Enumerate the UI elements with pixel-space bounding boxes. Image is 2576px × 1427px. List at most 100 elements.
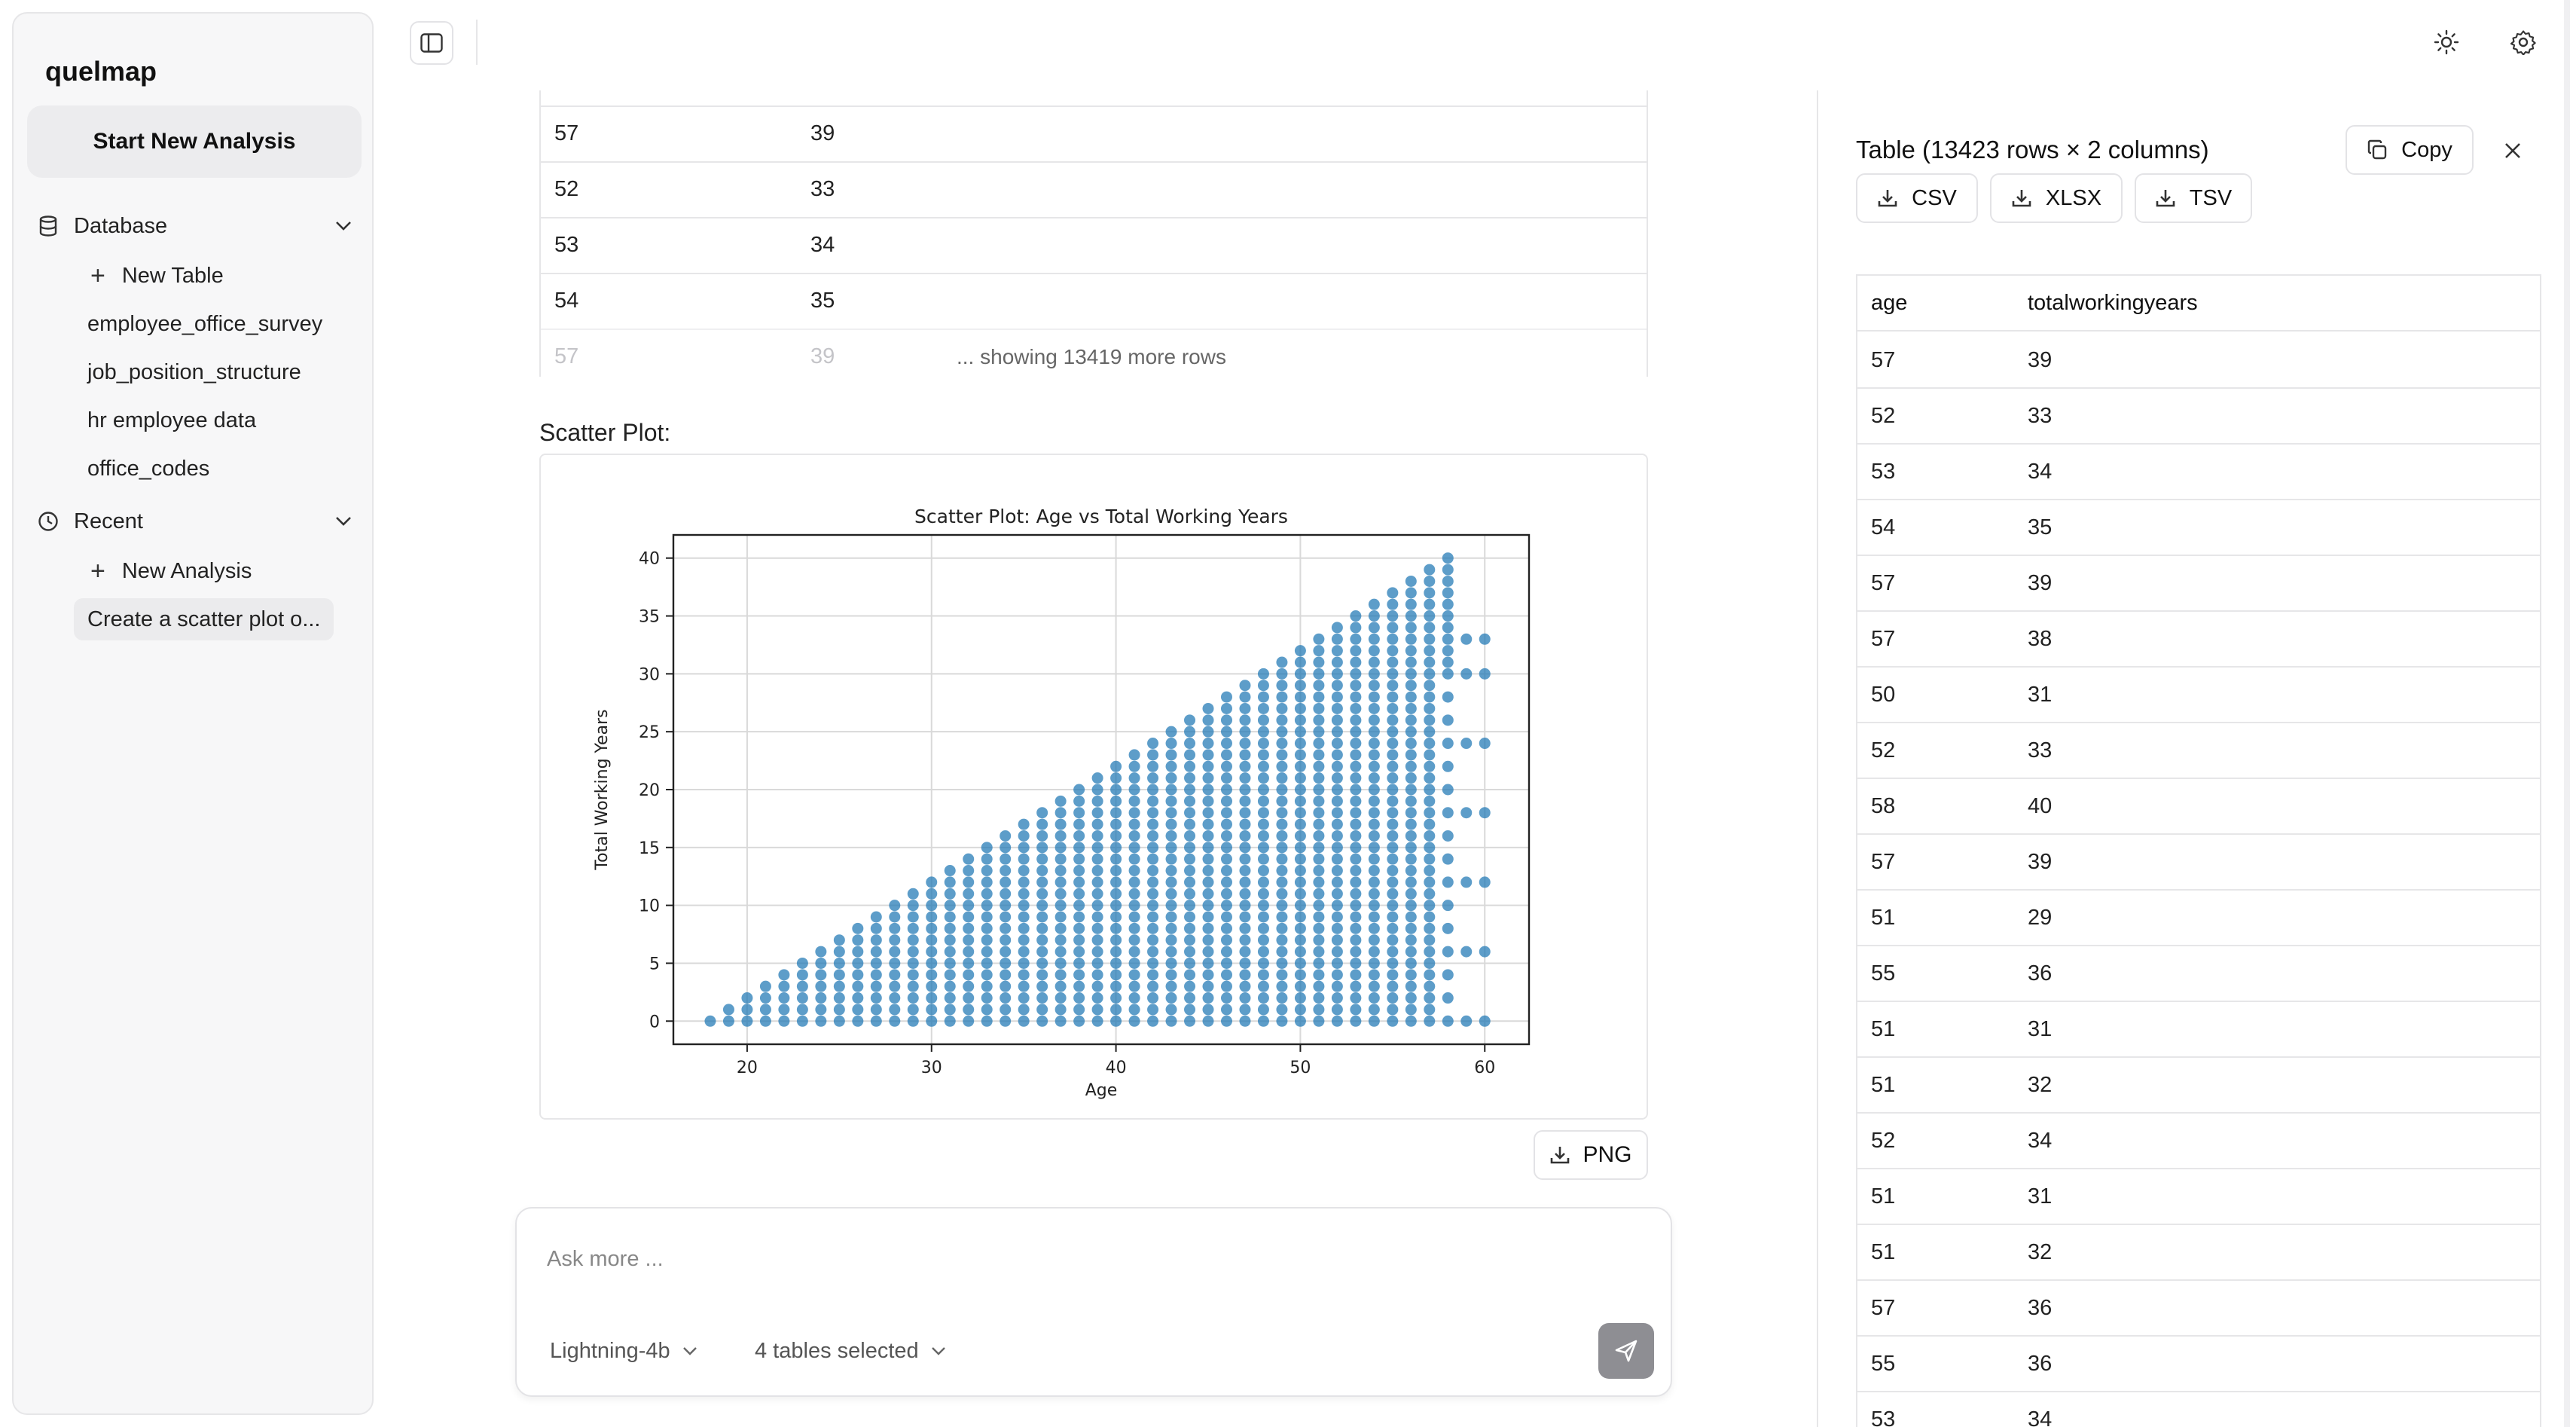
scatter-point [1055, 911, 1067, 923]
scatter-point [1424, 633, 1436, 645]
sidebar-item-table[interactable]: hr employee data [87, 408, 257, 432]
scatter-point [1313, 830, 1325, 842]
scatter-point [1387, 598, 1399, 610]
scatter-point [1147, 1015, 1159, 1027]
scatter-point [1165, 738, 1177, 750]
scatter-point [1350, 691, 1362, 703]
scatter-point [1036, 922, 1048, 934]
scatter-point [1331, 818, 1343, 830]
sidebar-toggle-button[interactable] [410, 21, 453, 65]
download-xlsx-button[interactable]: XLSX [1990, 173, 2123, 223]
tables-selector[interactable]: 4 tables selected [755, 1332, 946, 1370]
scatter-point [796, 992, 808, 1004]
scatter-point [1036, 992, 1048, 1004]
scatter-point [1350, 1015, 1362, 1027]
gear-icon[interactable] [2507, 26, 2540, 59]
scatter-point [1165, 726, 1177, 738]
scatter-point [1091, 922, 1103, 934]
scatter-point [1110, 784, 1122, 796]
download-png-button[interactable]: PNG [1534, 1130, 1648, 1180]
table-row: 55 36 [1857, 1337, 2540, 1392]
scatter-point [1147, 1004, 1159, 1016]
scatter-point [1128, 900, 1140, 912]
copy-button[interactable]: Copy [2346, 125, 2474, 175]
scatter-point [1460, 876, 1473, 888]
scatter-point [1000, 992, 1012, 1004]
scatter-point [1036, 957, 1048, 969]
column-header[interactable]: totalworkingyears [2028, 290, 2198, 315]
scatter-point [1239, 1004, 1251, 1016]
start-new-analysis-button[interactable]: Start New Analysis [27, 105, 362, 178]
scatter-point [1479, 807, 1491, 819]
scatter-point [870, 957, 882, 969]
scatter-point [1368, 934, 1380, 946]
scatter-point [1387, 818, 1399, 830]
scatter-point [1405, 784, 1417, 796]
close-panel-button[interactable] [2495, 133, 2531, 169]
scatter-point [981, 1015, 993, 1027]
scatter-point [852, 980, 864, 992]
scatter-point [1055, 934, 1067, 946]
new-table-button[interactable]: + New Table [77, 255, 237, 297]
download-tsv-button[interactable]: TSV [2135, 173, 2252, 223]
x-tick-label: 30 [921, 1059, 942, 1077]
sidebar-item-table[interactable]: employee_office_survey [87, 311, 323, 336]
scatter-point [1405, 946, 1417, 958]
table-cell: 53 [1871, 459, 1896, 484]
scatter-point [1387, 738, 1399, 750]
table-row: 57 36 [1857, 1281, 2540, 1337]
scatter-point [1294, 714, 1306, 726]
scatter-point [1331, 992, 1343, 1004]
ask-input[interactable] [547, 1240, 1601, 1278]
scatter-point [1147, 911, 1159, 923]
scatter-point [1202, 1015, 1214, 1027]
database-section-toggle[interactable]: Database [38, 205, 354, 247]
sidebar-item-table[interactable]: office_codes [87, 456, 210, 481]
scatter-point [1387, 784, 1399, 796]
new-analysis-button[interactable]: + New Analysis [77, 550, 265, 592]
download-csv-button[interactable]: CSV [1856, 173, 1978, 223]
scatter-point [815, 1015, 827, 1027]
scatter-point [981, 992, 993, 1004]
column-header[interactable]: age [1871, 290, 1908, 315]
scatter-point [1165, 980, 1177, 992]
scatter-point [963, 900, 975, 912]
scatter-point [1165, 992, 1177, 1004]
scatter-point [1294, 668, 1306, 680]
scatter-point [1331, 714, 1343, 726]
scatter-point [1276, 934, 1288, 946]
scatter-point [1294, 900, 1306, 912]
sidebar-item-recent-analysis[interactable]: Create a scatter plot o... [74, 598, 334, 640]
scatter-point [870, 992, 882, 1004]
scatter-point [1128, 760, 1140, 772]
sidebar-item-table[interactable]: job_position_structure [87, 359, 301, 384]
scatter-point [1442, 1015, 1454, 1027]
scatter-point [778, 992, 790, 1004]
scatter-point [1387, 702, 1399, 714]
scatter-point [1165, 807, 1177, 819]
scatter-point [1350, 738, 1362, 750]
scatter-point [907, 922, 919, 934]
scatter-point [1239, 830, 1251, 842]
model-selector[interactable]: Lightning-4b [550, 1332, 697, 1370]
recent-section-toggle[interactable]: Recent [38, 500, 354, 542]
scatter-point [1405, 865, 1417, 877]
scrollbar[interactable] [2564, 0, 2570, 1427]
send-button[interactable] [1598, 1323, 1654, 1379]
scatter-point [1128, 922, 1140, 934]
scatter-point [1387, 911, 1399, 923]
table-cell: 36 [2028, 961, 2053, 985]
scatter-point [1128, 865, 1140, 877]
scatter-point [1350, 795, 1362, 807]
scatter-point [1128, 749, 1140, 761]
sun-icon[interactable] [2430, 26, 2463, 59]
scatter-point [1424, 760, 1436, 772]
scatter-point [1147, 830, 1159, 842]
table-row: 52 33 [541, 161, 1647, 215]
scatter-point [1202, 760, 1214, 772]
scatter-point [963, 946, 975, 958]
table-cell: 39 [2028, 570, 2053, 595]
scatter-point [1018, 980, 1030, 992]
scatter-point [1220, 957, 1232, 969]
scatter-point [1350, 934, 1362, 946]
